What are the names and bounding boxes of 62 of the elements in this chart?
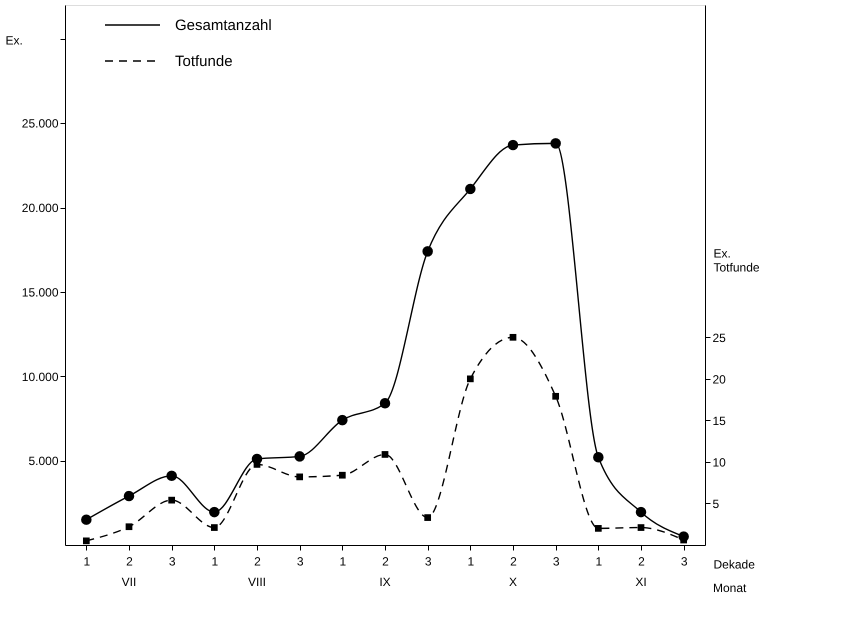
point [294, 451, 305, 462]
text: VII [122, 575, 136, 589]
text: IX [379, 575, 391, 589]
point [466, 375, 474, 382]
text: XI [635, 575, 647, 589]
x-tick-label: 2 [510, 554, 518, 568]
point [168, 496, 176, 504]
text: VIII [248, 575, 266, 589]
point [382, 451, 388, 458]
point [81, 514, 92, 525]
x-tick-label: 1 [595, 554, 602, 568]
y-tick-label: 10.000 [22, 370, 59, 384]
x-tick-label: 3 [424, 554, 432, 568]
point [126, 523, 132, 530]
y-tick-label: 25.000 [22, 116, 59, 131]
point [380, 398, 390, 408]
y2-tick-label: 10 [712, 455, 726, 470]
point [550, 138, 561, 149]
point [593, 452, 604, 462]
point [82, 537, 90, 544]
point [638, 524, 644, 531]
point [636, 506, 646, 518]
legend-label: Totfunde [175, 53, 233, 70]
point [465, 184, 476, 194]
x-tick-label: 1 [467, 554, 474, 568]
text: X [508, 575, 518, 589]
point [422, 246, 433, 257]
x-tick-label: 2 [126, 554, 134, 568]
x-tick-label: 1 [211, 554, 218, 568]
point [209, 506, 220, 518]
y2-axis-title: Ex. Totfunde [714, 246, 760, 274]
y-tick-label: 20.000 [22, 201, 59, 215]
y2-tick-label: 20 [712, 372, 726, 386]
x-axis-title: Dekade [714, 558, 756, 572]
point [552, 392, 560, 400]
x-tick-label: 3 [296, 554, 304, 568]
x-tick-label: 2 [254, 554, 262, 568]
y2-tick-label: 25 [712, 330, 726, 345]
x-tick-label: 2 [638, 554, 646, 568]
point [424, 514, 432, 521]
y-tick-label: 5.000 [28, 454, 59, 468]
x-tick-label: 2 [382, 554, 390, 568]
text: Monat [713, 581, 748, 595]
x-tick-label: 3 [680, 554, 688, 568]
y2-tick-label: 5 [712, 496, 720, 511]
point [296, 474, 304, 480]
point [510, 334, 516, 341]
point [124, 490, 134, 502]
x-tick-label: 3 [168, 554, 176, 568]
y-tick-label: 15.000 [22, 285, 59, 300]
y-axis-title: Ex. [6, 34, 23, 48]
x-tick-label: 3 [552, 554, 560, 568]
point [508, 140, 518, 150]
x-tick-label: 1 [339, 554, 346, 568]
point [594, 525, 602, 532]
point [337, 414, 348, 426]
point [210, 524, 218, 531]
legend-label: Gesamtanzahl [175, 17, 272, 34]
point [166, 470, 177, 482]
y2-tick-label: 15 [712, 414, 726, 428]
x-tick-label: 1 [83, 554, 90, 568]
point [338, 472, 346, 479]
